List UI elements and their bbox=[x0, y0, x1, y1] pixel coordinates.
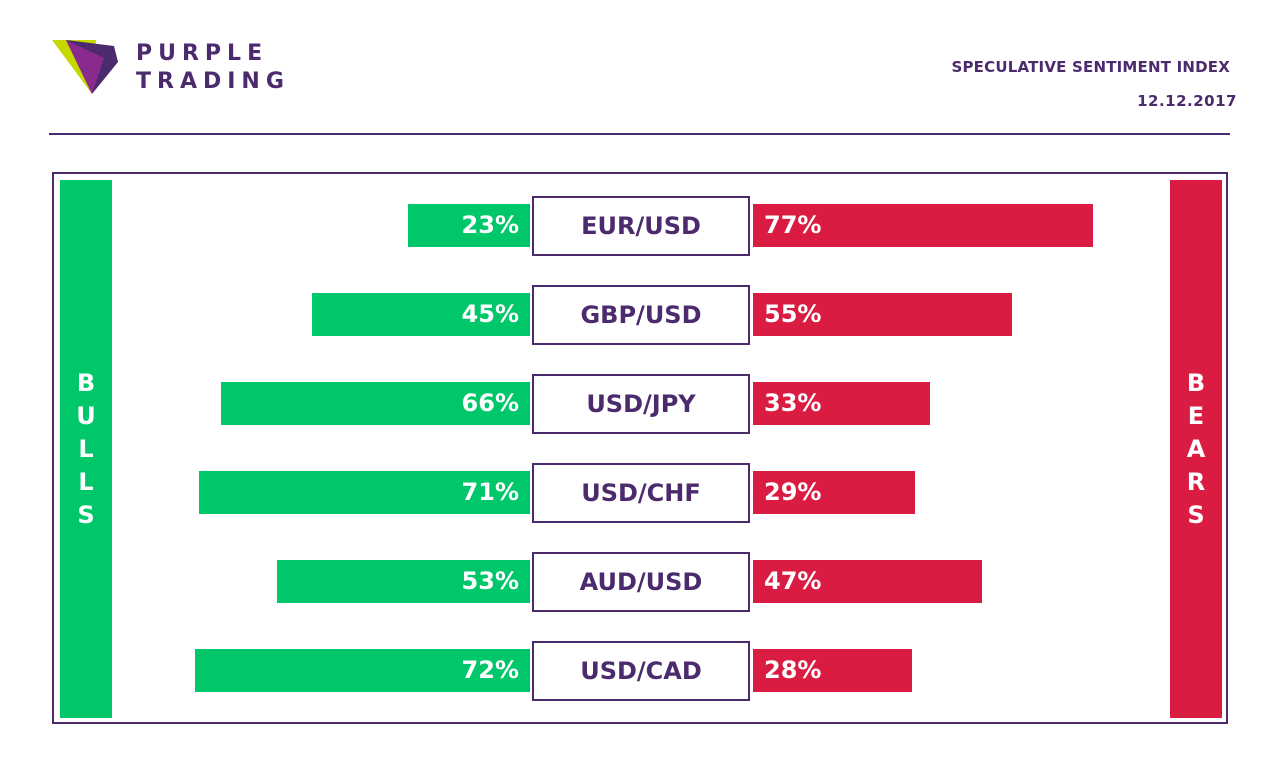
bears-band: BEARS bbox=[1170, 180, 1222, 718]
currency-pair-label: USD/CHF bbox=[532, 463, 750, 523]
report-title: SPECULATIVE SENTIMENT INDEX bbox=[951, 58, 1230, 76]
header-divider bbox=[49, 133, 1230, 135]
currency-pair-label: GBP/USD bbox=[532, 285, 750, 345]
bear-bar: 55% bbox=[753, 293, 1012, 336]
bear-bar: 47% bbox=[753, 560, 982, 603]
currency-pair-label: EUR/USD bbox=[532, 196, 750, 256]
bear-bar: 29% bbox=[753, 471, 915, 514]
bear-bar: 28% bbox=[753, 649, 912, 692]
bear-bar: 77% bbox=[753, 204, 1093, 247]
currency-pair-label: USD/JPY bbox=[532, 374, 750, 434]
bull-bar: 71% bbox=[199, 471, 530, 514]
bears-label: BEARS bbox=[1186, 368, 1206, 529]
bull-bar: 53% bbox=[277, 560, 530, 603]
bulls-label: BULLS bbox=[76, 368, 96, 529]
brand-line-2: TRADING bbox=[136, 69, 290, 94]
bull-bar: 45% bbox=[312, 293, 530, 336]
currency-pair-label: AUD/USD bbox=[532, 552, 750, 612]
bulls-band: BULLS bbox=[60, 180, 112, 718]
brand-line-1: PURPLE bbox=[136, 41, 269, 66]
bull-bar: 23% bbox=[408, 204, 530, 247]
bull-bar: 66% bbox=[221, 382, 530, 425]
bull-bar: 72% bbox=[195, 649, 530, 692]
report-date: 12.12.2017 bbox=[1137, 92, 1237, 110]
purple-trading-logo-icon bbox=[52, 40, 122, 98]
bear-bar: 33% bbox=[753, 382, 930, 425]
currency-pair-label: USD/CAD bbox=[532, 641, 750, 701]
brand-name: PURPLE TRADING bbox=[136, 40, 290, 96]
chart-frame bbox=[52, 172, 1228, 724]
